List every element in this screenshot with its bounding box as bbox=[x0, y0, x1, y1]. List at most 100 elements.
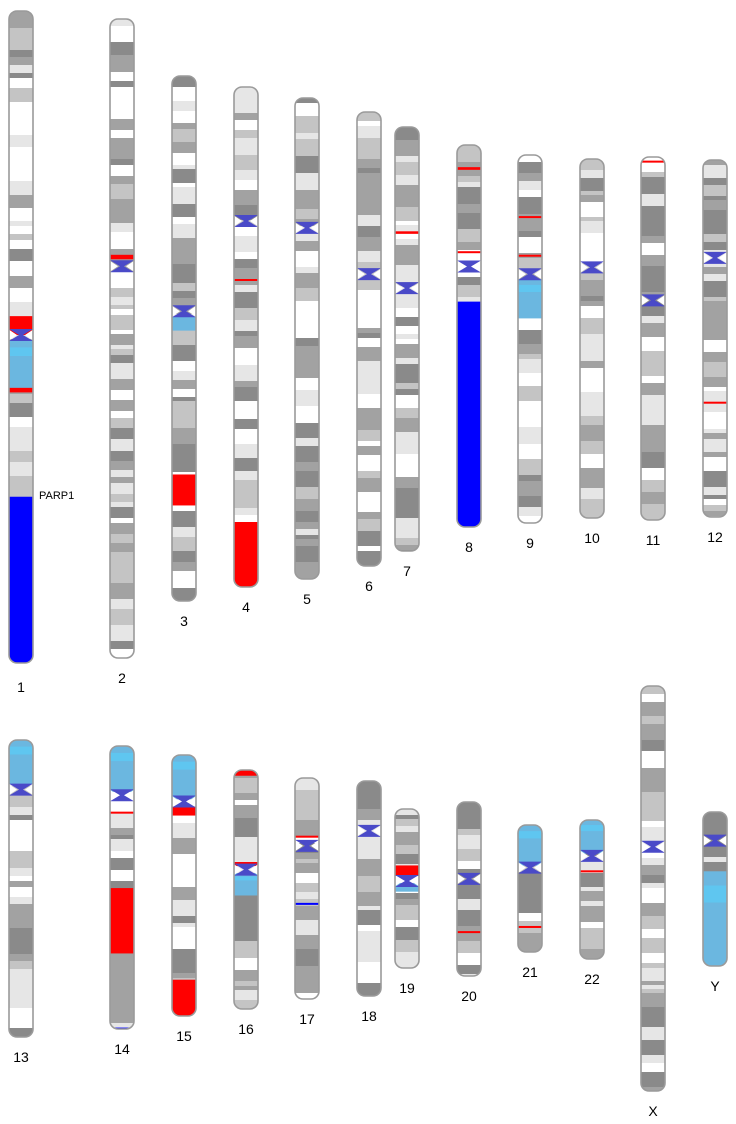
cytoband bbox=[9, 1012, 33, 1028]
chromosome-7[interactable]: 7 bbox=[394, 126, 420, 579]
cytoband bbox=[395, 845, 419, 854]
cytoband bbox=[110, 641, 134, 649]
loh-highlight bbox=[110, 752, 134, 762]
chromosome-22[interactable]: 22 bbox=[579, 819, 605, 987]
chromosome-6[interactable]: 6 bbox=[356, 111, 382, 594]
cytoband bbox=[172, 880, 196, 887]
chromosome-21[interactable]: 21 bbox=[517, 824, 543, 980]
chromosome-9[interactable]: 9 bbox=[517, 154, 543, 551]
cytoband bbox=[172, 270, 196, 283]
cytoband bbox=[518, 444, 542, 459]
cytoband bbox=[641, 768, 665, 785]
cytoband bbox=[703, 185, 727, 196]
chromosome-X[interactable]: X bbox=[640, 685, 666, 1119]
cytoband bbox=[172, 238, 196, 253]
loss-segment bbox=[234, 279, 258, 281]
cytoband bbox=[641, 858, 665, 865]
cytoband bbox=[395, 905, 419, 920]
cytoband bbox=[641, 875, 665, 883]
chromosome-1[interactable]: 1 bbox=[8, 10, 34, 695]
cytoband bbox=[641, 716, 665, 724]
chromosome-outline bbox=[8, 739, 34, 1038]
cytoband bbox=[234, 120, 258, 130]
chromosome-12[interactable]: 12 bbox=[702, 159, 728, 545]
cytoband bbox=[580, 887, 604, 891]
chromosome-8[interactable]: 8 bbox=[456, 144, 482, 555]
cytoband bbox=[641, 480, 665, 492]
cytoband bbox=[357, 972, 381, 983]
cytoband bbox=[518, 459, 542, 475]
chromosome-17[interactable]: 17 bbox=[294, 777, 320, 1027]
chromosome-19[interactable]: 19 bbox=[394, 808, 420, 996]
cytoband bbox=[9, 800, 33, 807]
cytoband bbox=[234, 508, 258, 515]
centromere-notch bbox=[517, 861, 543, 874]
chromosome-label: 11 bbox=[646, 532, 661, 548]
cytoband bbox=[395, 545, 419, 550]
cytoband bbox=[395, 952, 419, 966]
chromosome-18[interactable]: 18 bbox=[356, 780, 382, 1024]
chromosome-11[interactable]: 11 bbox=[640, 156, 666, 548]
cytoband bbox=[110, 567, 134, 583]
cytoband bbox=[172, 444, 196, 457]
cytoband bbox=[172, 900, 196, 904]
cytoband bbox=[580, 488, 604, 499]
cytoband bbox=[9, 897, 33, 904]
chromosome-outline bbox=[394, 808, 420, 969]
cytoband bbox=[518, 410, 542, 427]
cytoband bbox=[295, 535, 319, 539]
cytoband bbox=[234, 155, 258, 170]
chromosome-13[interactable]: 13 bbox=[8, 739, 34, 1065]
cytoband bbox=[110, 523, 134, 534]
chromosome-15[interactable]: 15 bbox=[171, 754, 197, 1044]
cytoband bbox=[641, 1087, 665, 1091]
cytoband bbox=[110, 390, 134, 400]
cytoband bbox=[9, 234, 33, 240]
cytoband bbox=[234, 850, 258, 861]
chromosome-4[interactable]: 4 bbox=[233, 86, 259, 615]
chromosome-10[interactable]: 10 bbox=[579, 158, 605, 546]
cytoband bbox=[295, 338, 319, 346]
cytoband bbox=[234, 970, 258, 981]
centromere bbox=[457, 260, 481, 273]
cytoband bbox=[110, 970, 134, 980]
cytoband bbox=[110, 159, 134, 165]
cytoband bbox=[234, 444, 258, 458]
cytoband bbox=[9, 394, 33, 403]
chromosome-20[interactable]: 20 bbox=[456, 801, 482, 1004]
centromere-notch bbox=[640, 294, 666, 307]
cytoband bbox=[641, 694, 665, 702]
chromosome-16[interactable]: 16 bbox=[233, 769, 259, 1037]
chromosome-outline bbox=[233, 86, 259, 588]
chromosome-Y[interactable]: Y bbox=[702, 811, 728, 994]
cytoband bbox=[703, 499, 727, 505]
cytoband bbox=[457, 145, 481, 162]
cytoband bbox=[295, 116, 319, 133]
cytoband bbox=[9, 904, 33, 921]
chromosome-3[interactable]: 3 bbox=[171, 75, 197, 629]
cytoband bbox=[357, 387, 381, 394]
cytoband bbox=[641, 903, 665, 916]
cytoband bbox=[395, 383, 419, 389]
cytoband bbox=[9, 921, 33, 928]
cytoband bbox=[580, 928, 604, 942]
cytoband bbox=[703, 362, 727, 377]
cytoband bbox=[518, 913, 542, 921]
cytoband bbox=[9, 50, 33, 57]
cytoband bbox=[703, 281, 727, 297]
cytoband bbox=[110, 422, 134, 428]
cytoband bbox=[110, 297, 134, 305]
cytoband bbox=[703, 200, 727, 210]
chromosome-5[interactable]: 5 bbox=[294, 97, 320, 607]
cytoband bbox=[234, 458, 258, 471]
chromosome-label: 16 bbox=[238, 1021, 254, 1037]
cytoband bbox=[110, 461, 134, 470]
chromosome-14[interactable]: 14 bbox=[109, 745, 135, 1057]
chromosome-outline bbox=[109, 18, 135, 659]
cytoband bbox=[580, 480, 604, 488]
cytoband bbox=[9, 887, 33, 897]
cytoband bbox=[9, 147, 33, 158]
cytoband bbox=[9, 249, 33, 261]
chromosome-2[interactable]: 2 bbox=[109, 18, 135, 686]
cytoband bbox=[703, 318, 727, 324]
